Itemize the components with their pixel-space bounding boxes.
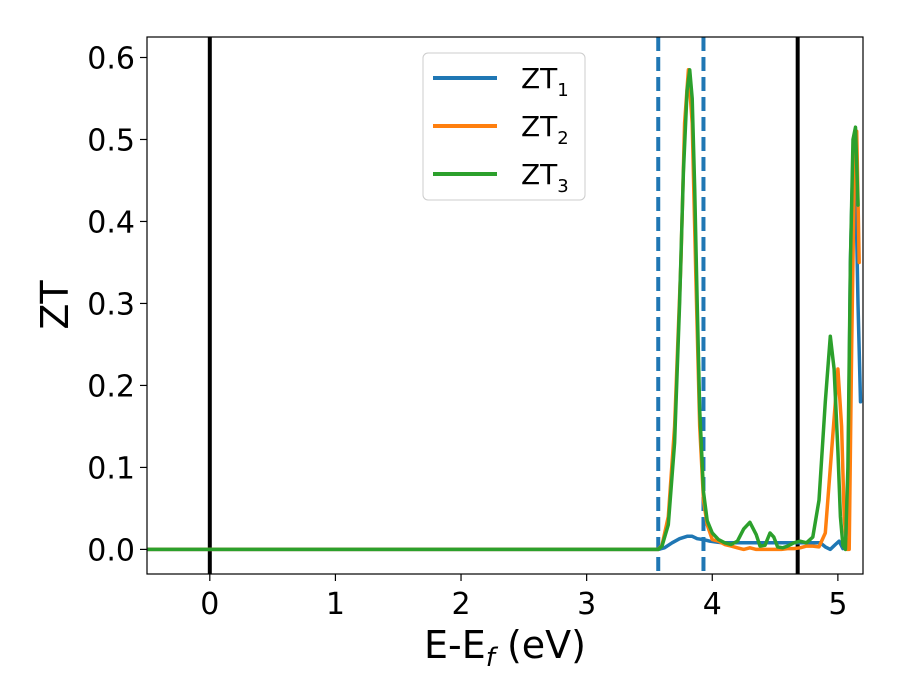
y-tick-label: 0.4 bbox=[87, 205, 135, 240]
legend: ZT1 ZT2 ZT3 bbox=[422, 52, 586, 201]
legend-label-zt3: ZT3 bbox=[521, 158, 569, 197]
y-axis-label: ZT bbox=[33, 280, 77, 330]
series-line-zt3 bbox=[147, 68, 860, 552]
y-tick-label: 0.0 bbox=[87, 533, 135, 568]
x-tick-label: 4 bbox=[703, 587, 722, 622]
x-tick-label: 2 bbox=[451, 587, 470, 622]
y-tick-label: 0.3 bbox=[87, 287, 135, 322]
x-tick-label: 3 bbox=[577, 587, 596, 622]
series-layer bbox=[147, 68, 863, 552]
legend-label-zt1: ZT1 bbox=[521, 62, 569, 101]
plot-frame bbox=[146, 36, 864, 575]
x-axis-label: E-Ef (eV) bbox=[424, 623, 586, 673]
y-tick-label: 0.5 bbox=[87, 123, 135, 158]
y-axis: 0.0 0.1 0.2 0.3 0.4 0.5 0.6 bbox=[87, 41, 147, 568]
x-axis: 0 1 2 3 4 5 bbox=[200, 574, 847, 622]
x-tick-label: 0 bbox=[200, 587, 219, 622]
y-tick-label: 0.2 bbox=[87, 369, 135, 404]
legend-label-zt2: ZT2 bbox=[521, 110, 569, 149]
legend-box bbox=[422, 52, 586, 201]
reference-lines bbox=[207, 37, 800, 574]
y-tick-label: 0.1 bbox=[87, 451, 135, 486]
y-tick-label: 0.6 bbox=[87, 41, 135, 76]
x-tick-label: 1 bbox=[326, 587, 345, 622]
x-tick-label: 5 bbox=[828, 587, 847, 622]
